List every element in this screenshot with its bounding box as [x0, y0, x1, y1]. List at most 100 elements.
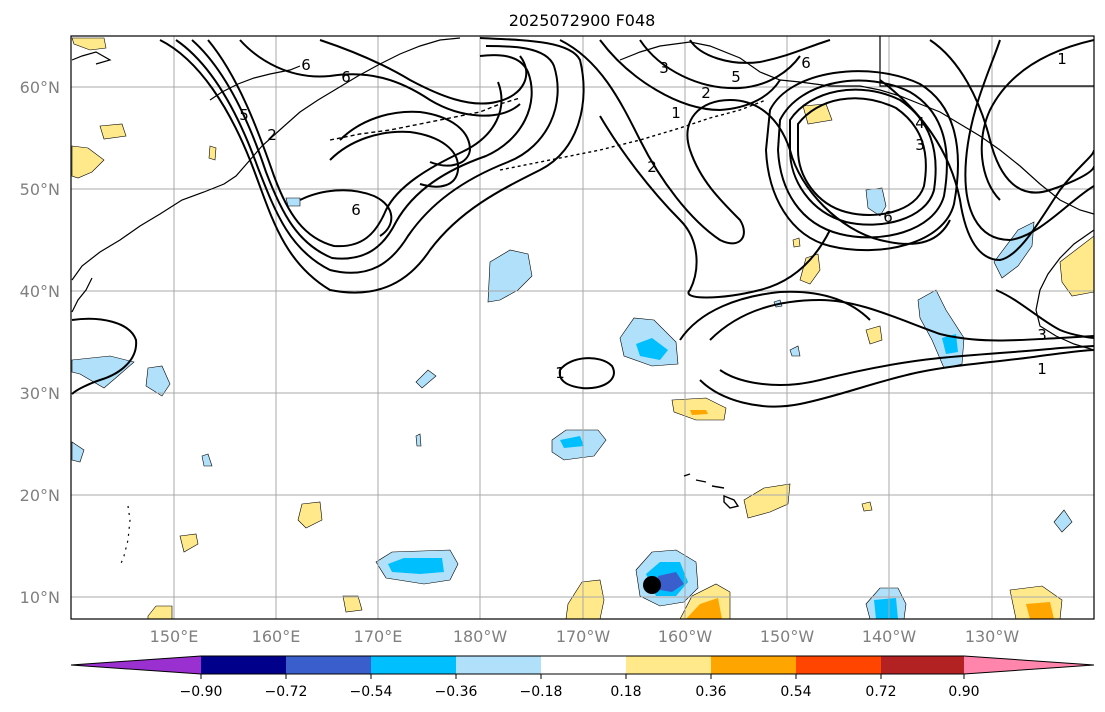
colorbar-tick-label: −0.54	[350, 684, 393, 700]
contour-line	[159, 37, 585, 294]
colorbar-tick-label: 0.18	[610, 684, 641, 700]
lon-label: 150°W	[760, 627, 815, 646]
negative-patch	[658, 572, 684, 592]
map-frame	[70, 35, 1095, 620]
negative-patch	[874, 598, 898, 619]
contour-label: 1	[1037, 360, 1047, 378]
negative-patch	[71, 441, 85, 463]
contour-line	[764, 70, 959, 252]
positive-patch	[71, 145, 105, 179]
contour-line	[679, 290, 871, 341]
latitude-labels: 60°N 50°N 40°N 30°N 20°N 10°N	[20, 78, 60, 607]
colorbar: −0.90 −0.72 −0.54 −0.36 −0.18 0.18 0.36 …	[70, 655, 1095, 700]
contour-label: 2	[647, 158, 657, 176]
negative-patch	[201, 453, 213, 467]
contour-line	[699, 349, 1094, 408]
map-title: 2025072900 F048	[509, 11, 656, 30]
hawaii-islands	[683, 473, 740, 509]
north-america-coast	[1035, 229, 1094, 351]
shaded-fields	[71, 37, 1094, 619]
contour-label: 6	[351, 201, 361, 219]
contour-label: 3	[1037, 326, 1047, 344]
contours	[71, 37, 1094, 408]
positive-patch	[865, 325, 883, 345]
colorbar-tick-label: −0.90	[180, 684, 223, 700]
contour-line	[709, 298, 1094, 342]
lon-label: 170°W	[556, 627, 611, 646]
contour-label: 1	[1057, 50, 1067, 68]
contour-line	[789, 88, 937, 226]
colorbar-segment	[286, 656, 371, 674]
contour-line	[175, 39, 559, 274]
positive-patch	[802, 103, 833, 125]
negative-patch	[285, 197, 301, 207]
negative-patch	[1053, 509, 1073, 533]
contour-line	[299, 189, 393, 237]
contour-line	[639, 39, 801, 90]
lon-label: 130°W	[965, 627, 1020, 646]
contour-label: 3	[659, 59, 669, 77]
positive-patch	[690, 410, 708, 415]
positive-patch	[1059, 235, 1094, 297]
contour-line	[879, 79, 1094, 262]
longitude-labels: 150°E 160°E 170°E 180°W 170°W 160°W 150°…	[150, 627, 1020, 646]
contour-label: 6	[801, 54, 811, 72]
contour-labels: 6 5 6 2 6 3 5 6 2 1 2 1 4 3 6 1 3 1	[239, 50, 1067, 382]
contour-line	[558, 357, 615, 390]
negative-patch	[415, 369, 437, 389]
contour-label: 6	[883, 208, 893, 226]
colorbar-tick-label: 0.36	[695, 684, 726, 700]
map-area	[71, 36, 1094, 619]
lat-label: 30°N	[20, 384, 60, 403]
colorbar-tick-label: −0.18	[520, 684, 563, 700]
positive-patch	[565, 579, 605, 619]
lat-label: 40°N	[20, 282, 60, 301]
positive-patch	[342, 595, 363, 613]
negative-patch	[865, 187, 887, 217]
contour-label: 5	[731, 68, 741, 86]
japan-coast	[71, 277, 93, 313]
contour-label: 4	[915, 114, 925, 132]
contour-label: 6	[301, 56, 311, 74]
lon-label: 150°E	[150, 627, 199, 646]
colorbar-segment	[371, 656, 456, 674]
positive-patch	[208, 145, 217, 161]
negative-patch	[636, 338, 668, 360]
colorbar-segment	[541, 656, 626, 674]
colorbar-tick-label: 0.72	[865, 684, 896, 700]
contour-line	[995, 289, 1094, 339]
contour-label: 2	[267, 126, 277, 144]
positive-patch	[71, 37, 107, 51]
colorbar-segment	[711, 656, 796, 674]
contour-line	[319, 39, 528, 105]
contour-line	[559, 39, 951, 245]
lat-label: 60°N	[20, 78, 60, 97]
lat-label: 10°N	[20, 588, 60, 607]
coastlines	[71, 36, 1094, 567]
alaska-coast	[619, 41, 1094, 215]
colorbar-segment	[626, 656, 711, 674]
negative-patch	[789, 345, 801, 357]
positive-patch	[297, 501, 323, 529]
contour-line	[207, 39, 503, 248]
colorbar-segment	[456, 656, 541, 674]
contour-label: 1	[671, 104, 681, 122]
contour-line	[719, 345, 1094, 386]
lat-label: 50°N	[20, 180, 60, 199]
contour-line	[797, 97, 927, 216]
negative-patch	[388, 558, 444, 574]
contour-line	[599, 39, 781, 112]
negative-patch	[415, 433, 422, 447]
storm-center-marker	[643, 576, 661, 594]
contour-line	[339, 110, 472, 167]
contour-label: 5	[239, 106, 249, 124]
lon-label: 180°W	[453, 627, 508, 646]
negative-patch	[145, 365, 171, 397]
positive-patch	[861, 501, 873, 512]
lon-label: 160°E	[252, 627, 301, 646]
negative-patch	[560, 436, 584, 448]
positive-patch	[179, 533, 199, 553]
positive-patch	[686, 598, 722, 619]
contour-line	[239, 39, 521, 117]
